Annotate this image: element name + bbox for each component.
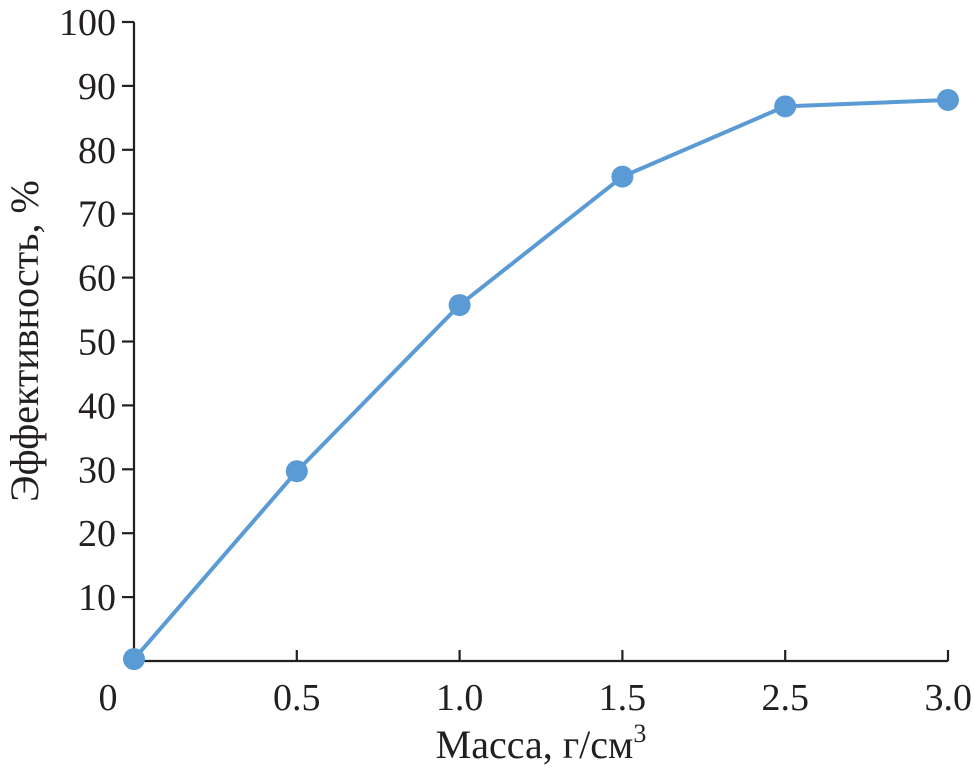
data-point xyxy=(774,95,797,118)
series-group xyxy=(123,88,959,671)
y-tick-label: 40 xyxy=(78,385,116,427)
data-point xyxy=(937,88,959,111)
x-axis-title-superscript: 3 xyxy=(633,719,646,748)
data-point xyxy=(611,165,634,188)
y-tick-label: 100 xyxy=(59,2,116,44)
x-tick-label: 2.5 xyxy=(761,677,809,719)
y-tick-label: 60 xyxy=(78,258,116,300)
series-line xyxy=(132,97,949,661)
x-tick-label: 0.5 xyxy=(273,677,321,719)
y-axis: 10 20 30 40 50 60 70 80 90 100 xyxy=(59,2,136,661)
data-point xyxy=(285,460,308,483)
x-axis-title-text: Масса, г/см xyxy=(436,722,634,767)
y-tick-label: 10 xyxy=(78,577,116,619)
y-tick-label: 80 xyxy=(78,130,116,172)
y-tick-label: 50 xyxy=(78,322,116,364)
x-tick-label: 0 xyxy=(99,677,118,719)
data-point xyxy=(448,294,471,317)
x-tick-label: 1.5 xyxy=(599,677,647,719)
x-tick-label: 1.0 xyxy=(436,677,484,719)
y-tick-label: 30 xyxy=(78,449,116,491)
data-point xyxy=(123,648,145,671)
x-axis-title: Масса, г/см3 xyxy=(436,719,647,767)
y-tick-label: 90 xyxy=(78,66,116,108)
y-tick-label: 70 xyxy=(78,194,116,236)
y-tick-label: 20 xyxy=(78,513,116,555)
x-axis: 0 0.5 1.0 1.5 2.5 3.0 xyxy=(99,650,973,719)
x-tick-label: 3.0 xyxy=(925,677,973,719)
y-axis-title: Эффективность, % xyxy=(2,180,47,502)
